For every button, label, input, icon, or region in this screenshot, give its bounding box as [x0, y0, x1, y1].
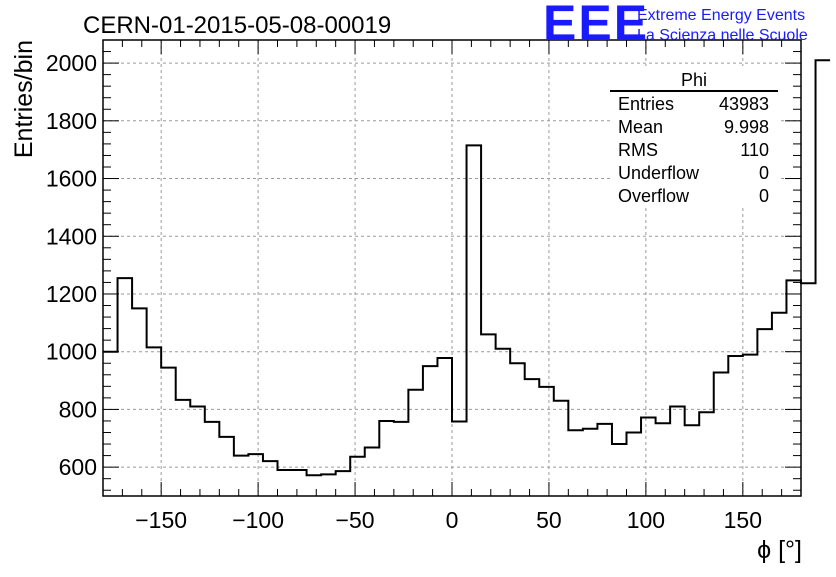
logo-line2: La Scienza nelle Scuole [637, 27, 808, 44]
stats-box: Phi Entries 43983 Mean 9.998 RMS 110 Underflow… [610, 66, 778, 208]
y-tick-label: 1600 [46, 166, 97, 192]
y-tick-label: 800 [59, 396, 97, 422]
stats-row-value: 0 [759, 186, 769, 206]
logo-mark: EEE [543, 0, 649, 51]
x-tick-label: −50 [336, 507, 375, 533]
x-tick-label: 0 [446, 507, 459, 533]
y-tick-label: 1200 [46, 281, 97, 307]
axis-ticks [102, 39, 802, 496]
stats-box-rows: Entries 43983 Mean 9.998 RMS 110 Underflow 0 Ove… [618, 94, 769, 206]
stats-row-label: Entries [618, 94, 674, 114]
x-tick-label: −150 [135, 507, 187, 533]
y-tick-label: 2000 [46, 50, 97, 76]
x-tick-label: 50 [536, 507, 562, 533]
stats-row-value: 9.998 [724, 117, 769, 137]
x-axis-label: ϕ [°] [757, 536, 802, 564]
stats-row-label: Mean [618, 117, 663, 137]
tick-labels: −150 −100 −50 0 50 100 150 600 800 1000 1200 1400 16… [46, 50, 762, 533]
stats-row-value: 0 [759, 163, 769, 183]
y-tick-label: 1800 [46, 108, 97, 134]
y-axis-label: Entries/bin [10, 40, 38, 158]
stats-row-value: 43983 [719, 94, 769, 114]
stats-box-bg [610, 66, 778, 208]
stats-row-value: 110 [740, 140, 769, 160]
grid-lines [103, 40, 801, 496]
x-tick-label: 100 [627, 507, 665, 533]
stats-box-title: Phi [681, 70, 707, 90]
y-tick-label: 600 [59, 454, 97, 480]
y-tick-label: 1000 [46, 339, 97, 365]
stats-row-label: Overflow [618, 186, 690, 206]
logo-line1: Extreme Energy Events [637, 7, 805, 24]
x-tick-label: 150 [724, 507, 762, 533]
logo: EEE Extreme Energy Events La Scienza nel… [543, 0, 808, 51]
chart-title: CERN-01-2015-05-08-00019 [83, 12, 391, 39]
y-tick-label: 1400 [46, 223, 97, 249]
stats-row-label: RMS [618, 140, 658, 160]
histogram-series [103, 59, 831, 477]
stats-row-label: Underflow [618, 163, 700, 183]
x-tick-label: −100 [232, 507, 284, 533]
